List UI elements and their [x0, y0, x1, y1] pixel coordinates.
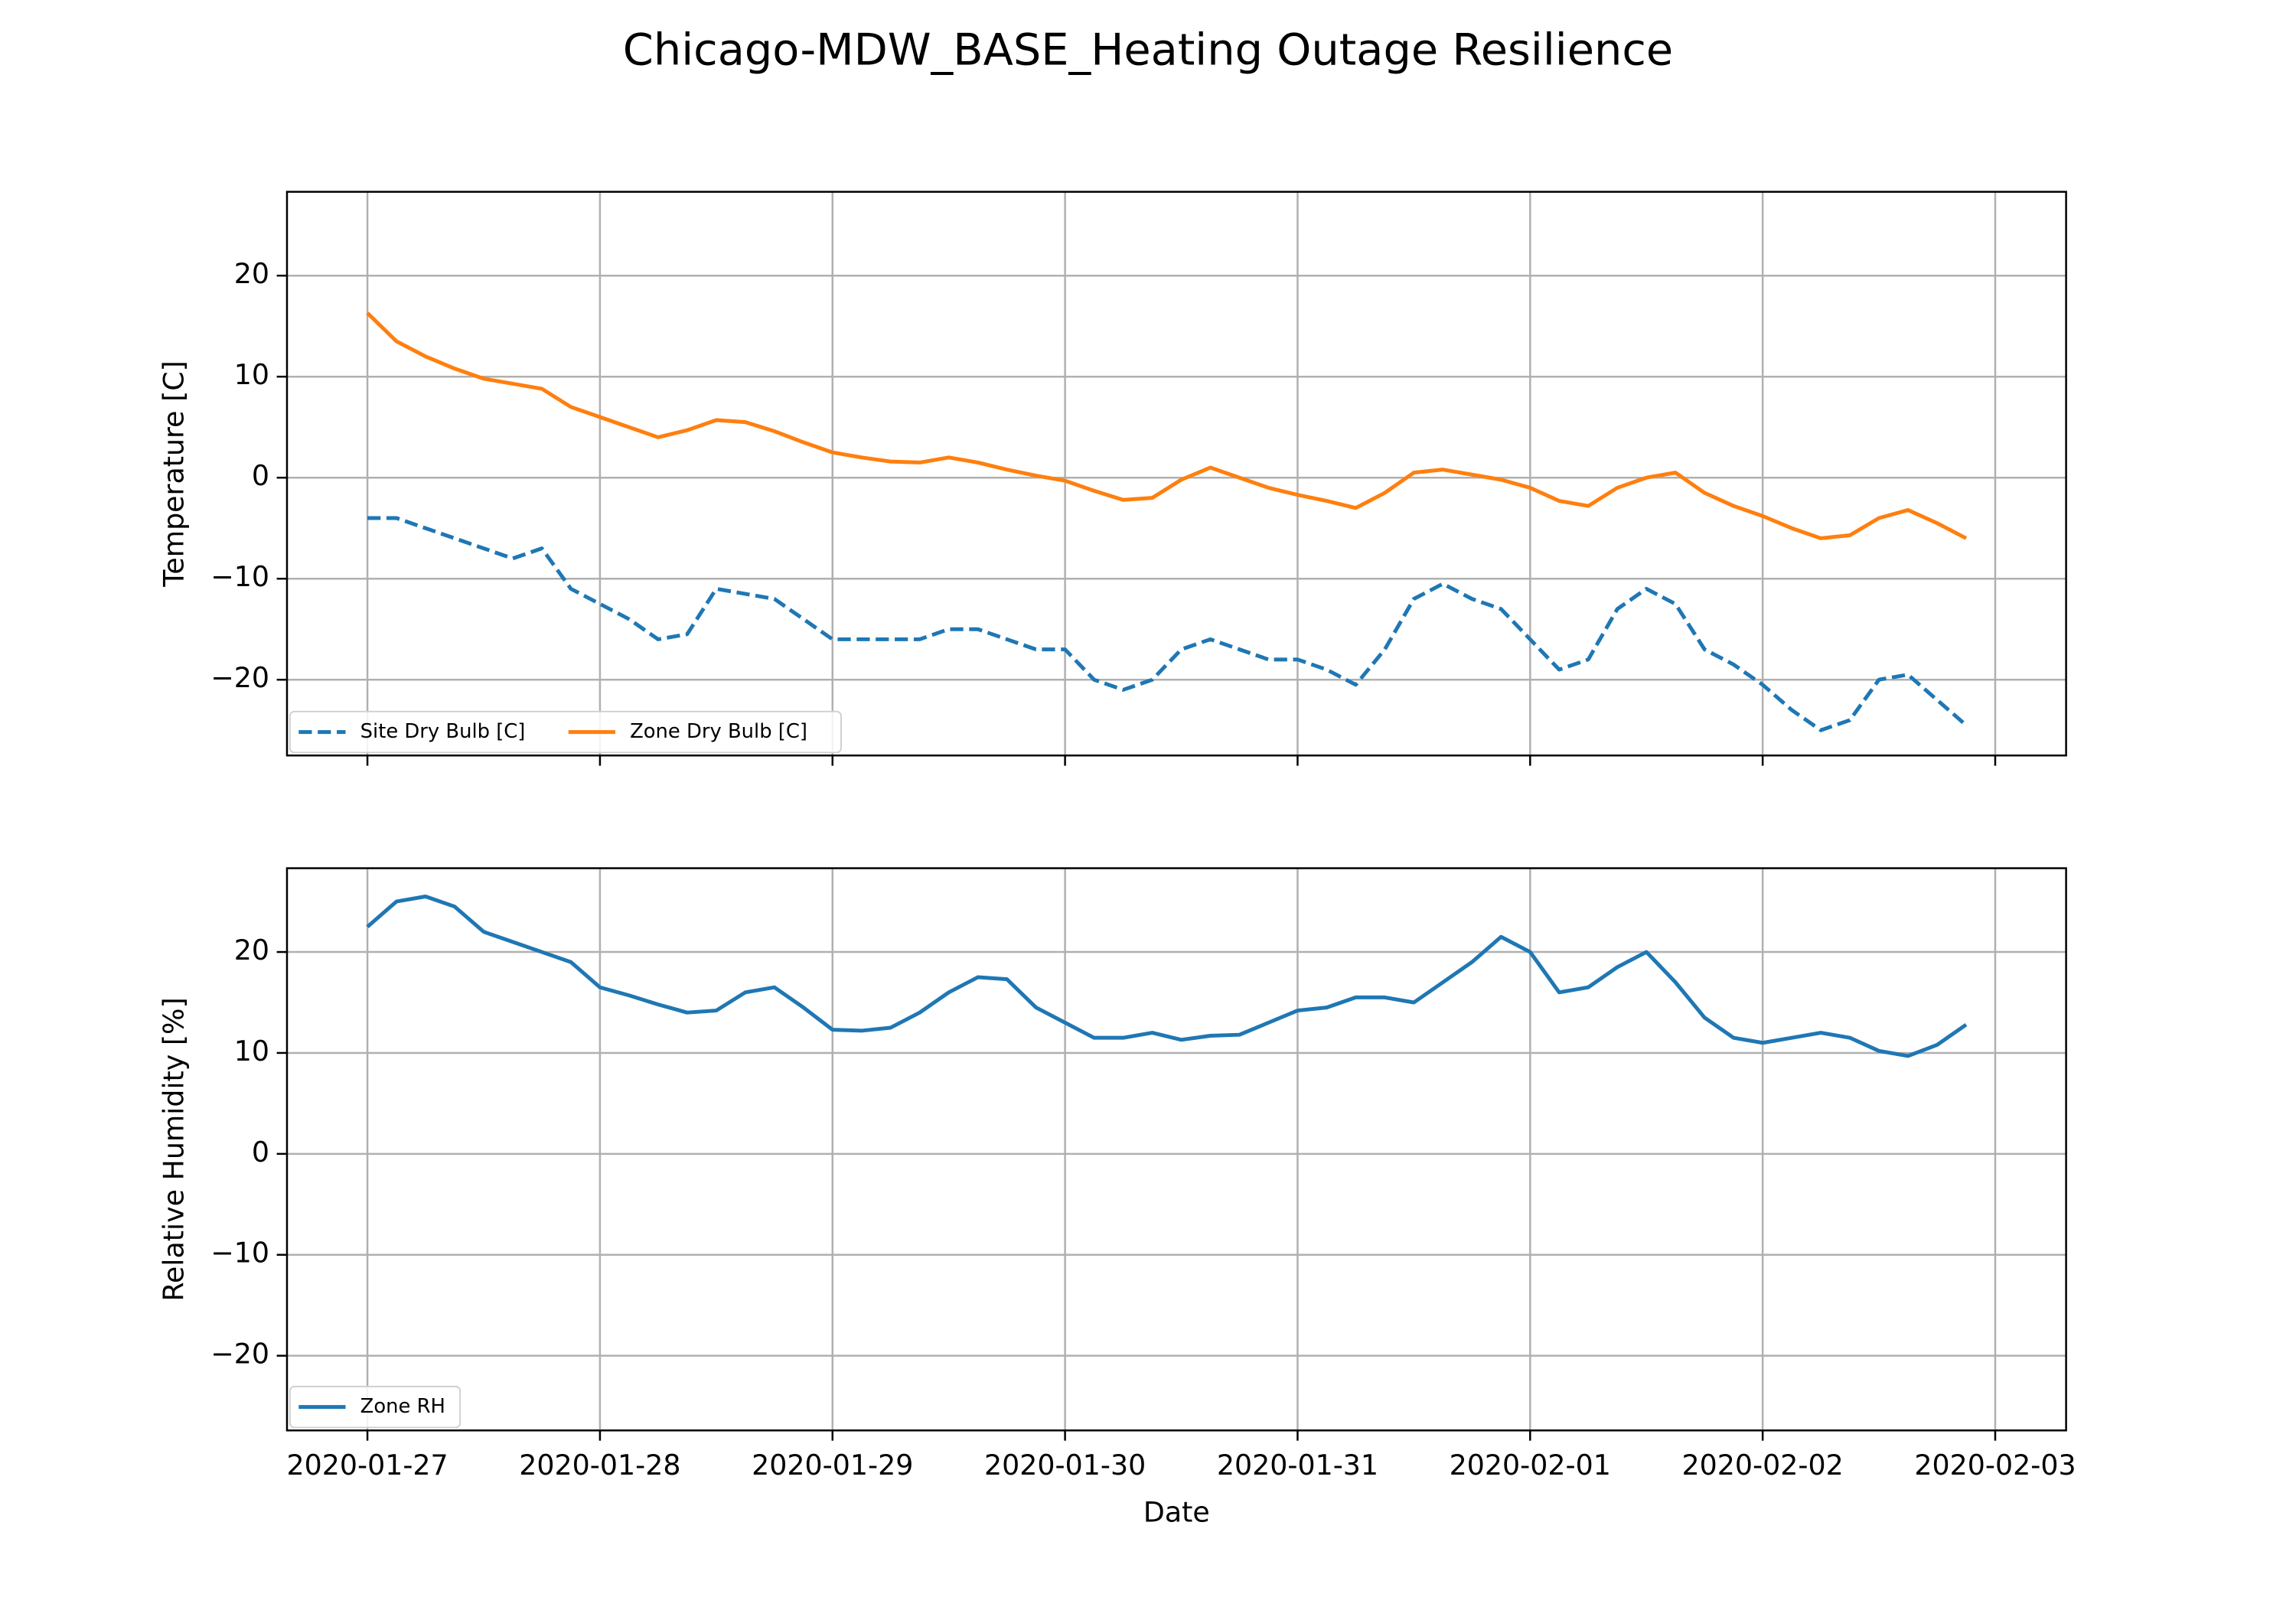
x-tick-label: 2020-01-31: [1217, 1449, 1378, 1482]
y-tick-label: 0: [252, 1136, 269, 1169]
legend-label: Zone RH: [360, 1395, 445, 1418]
legend: Zone RH: [289, 1385, 461, 1429]
y-tick-label: −10: [210, 1237, 269, 1270]
y-tick-label: 10: [234, 1035, 269, 1068]
y-axis-label: Relative Humidity [%]: [158, 997, 191, 1301]
y-tick-label: −20: [210, 1338, 269, 1371]
y-tick-label: 0: [252, 459, 269, 492]
legend-label: Zone Dry Bulb [C]: [630, 720, 807, 743]
legend-label: Site Dry Bulb [C]: [360, 720, 526, 743]
y-tick-label: 20: [234, 257, 269, 290]
data-line: [366, 311, 1968, 540]
y-tick-label: 10: [234, 358, 269, 391]
legend-box: [289, 1385, 461, 1429]
plot-frame: [285, 867, 2067, 1432]
y-tick-label: 20: [234, 934, 269, 966]
data-line: [366, 895, 1968, 1058]
x-tick-label: 2020-02-03: [1914, 1449, 2076, 1482]
x-axis-label: Date: [1143, 1495, 1210, 1528]
plot-frame: [285, 191, 2067, 757]
y-tick-label: −10: [210, 560, 269, 593]
x-tick-label: 2020-01-27: [286, 1449, 448, 1482]
data-line: [367, 516, 1968, 732]
legend: Site Dry Bulb [C] Zone Dry Bulb [C]: [289, 710, 842, 754]
y-axis-label: Temperature [C]: [158, 360, 191, 588]
figure-title: Chicago-MDW_BASE_Heating Outage Resilien…: [623, 24, 1673, 75]
y-tick-label: −20: [210, 661, 269, 694]
legend-box: [289, 710, 842, 754]
x-tick-label: 2020-01-29: [752, 1449, 913, 1482]
x-tick-label: 2020-02-01: [1450, 1449, 1611, 1482]
x-tick-label: 2020-02-02: [1682, 1449, 1844, 1482]
x-tick-label: 2020-01-30: [984, 1449, 1146, 1482]
x-tick-label: 2020-01-28: [519, 1449, 680, 1482]
